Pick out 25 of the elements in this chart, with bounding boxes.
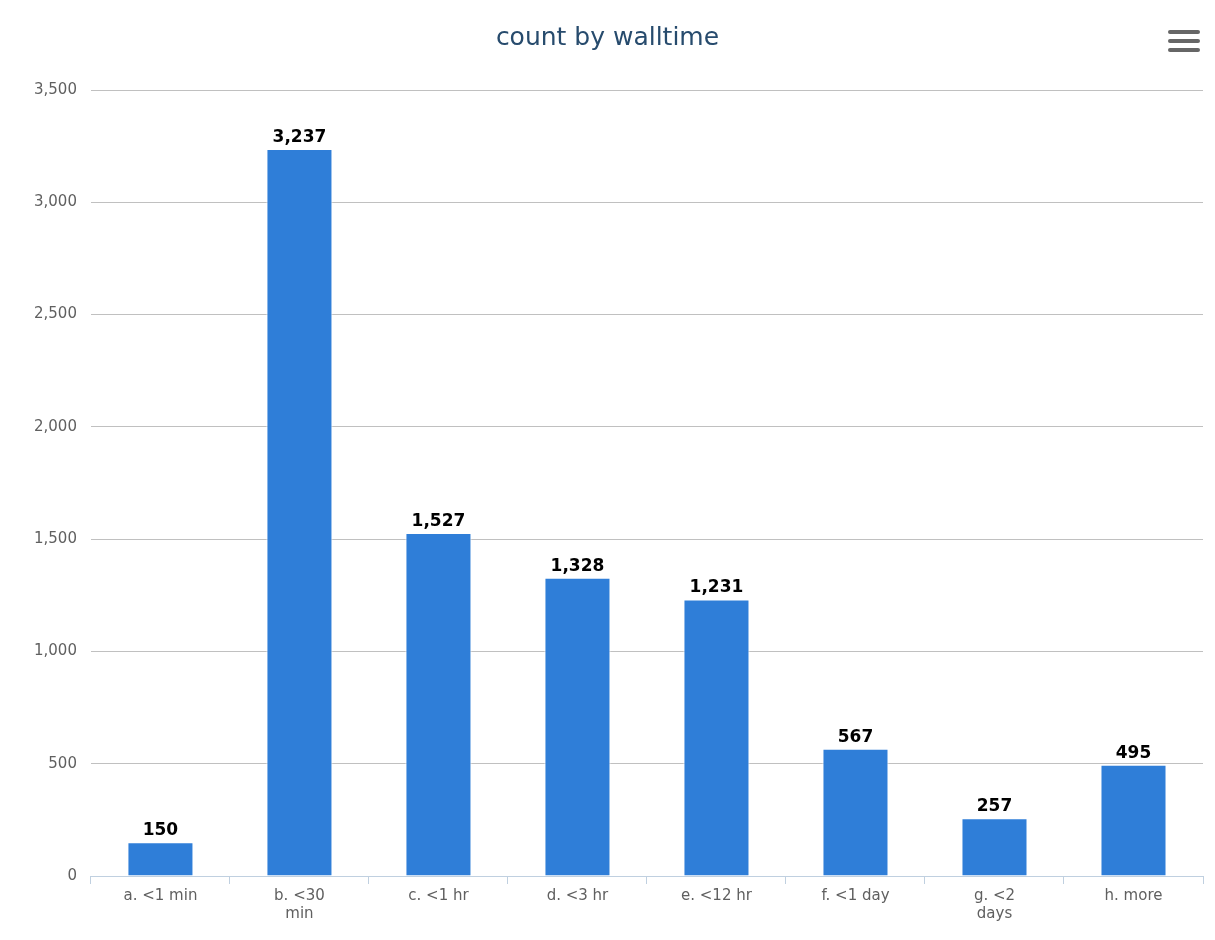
y-tick-label: 1,500 xyxy=(33,529,77,548)
data-label: 3,237 xyxy=(272,125,327,146)
data-label: 150 xyxy=(142,819,179,840)
y-tick-label: 1,000 xyxy=(33,641,77,660)
x-tick-label: f. <1 day xyxy=(821,885,890,904)
x-tick-label: d. <3 hr xyxy=(546,885,610,904)
data-label: 495 xyxy=(1115,741,1152,762)
y-tick-label: 3,000 xyxy=(33,192,77,211)
x-tick-label: h. more xyxy=(1104,885,1163,904)
data-label: 1,328 xyxy=(550,554,605,575)
y-tick-label: 500 xyxy=(48,753,77,772)
x-tick-label: c. <1 hr xyxy=(408,885,470,904)
data-label: 567 xyxy=(837,725,874,746)
y-tick-label: 2,000 xyxy=(33,416,77,435)
data-label: 1,231 xyxy=(689,576,744,597)
chart-title: count by walltime xyxy=(494,22,721,51)
y-tick-label: 3,500 xyxy=(33,79,77,98)
y-tick-label: 2,500 xyxy=(33,304,77,323)
x-tick-label: b. <30 min xyxy=(274,885,325,922)
data-label: 1,527 xyxy=(411,510,466,530)
data-label: 257 xyxy=(976,795,1013,816)
x-tick-label: g. <2 days xyxy=(973,885,1016,922)
y-tick-label: 0 xyxy=(67,865,77,884)
x-tick-label: a. <1 min xyxy=(123,885,198,904)
x-tick-label: e. <12 hr xyxy=(681,885,753,904)
